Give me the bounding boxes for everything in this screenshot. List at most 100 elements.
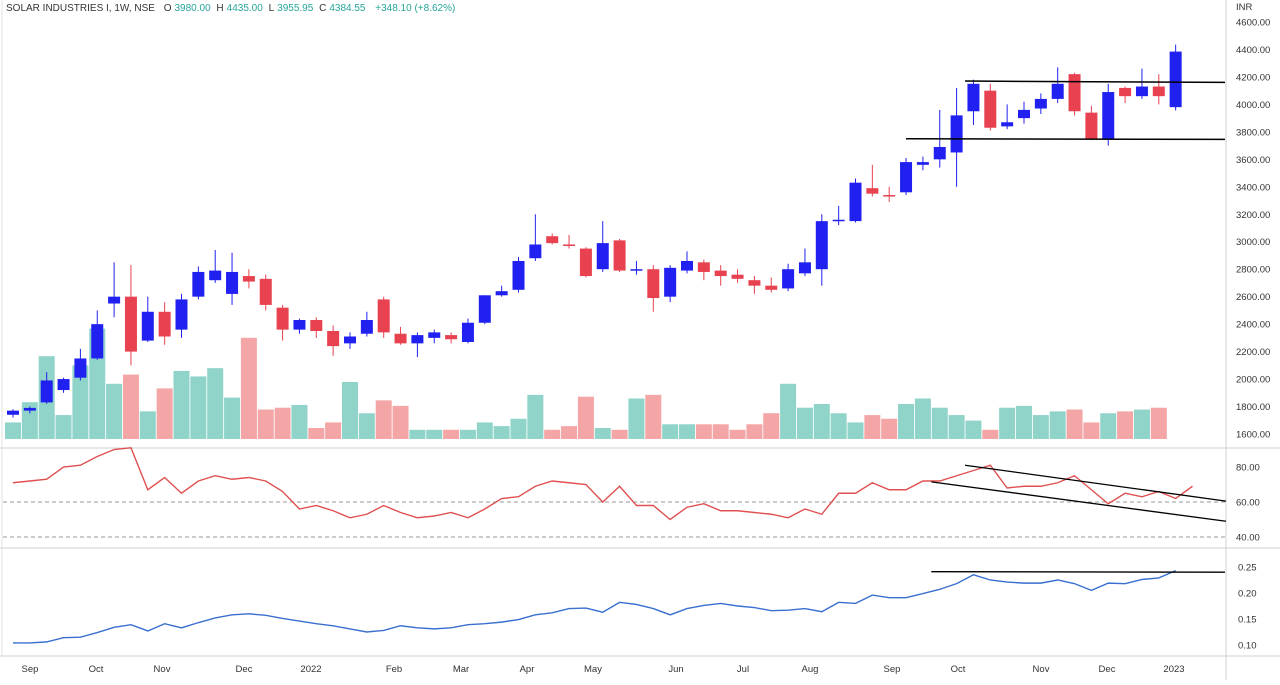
candle-body	[344, 336, 356, 344]
rsi-tick-label: 80.00	[1236, 463, 1260, 474]
candle-body	[883, 195, 896, 197]
volume-bar	[173, 370, 190, 439]
price-tick-label: 3400.00	[1236, 182, 1270, 193]
rsi-line	[12, 446, 1193, 521]
time-tick-label: Dec	[1099, 664, 1116, 675]
candle-body	[967, 83, 980, 112]
candle-body	[1034, 98, 1047, 109]
volume-bar	[746, 424, 763, 439]
time-tick-label: Oct	[89, 664, 104, 675]
volume-bar	[712, 424, 729, 439]
volume-bar	[729, 429, 746, 439]
price-tick-label: 4400.00	[1236, 45, 1270, 56]
candle-body	[866, 188, 879, 194]
candle-body	[714, 270, 727, 277]
volume-bar	[1100, 413, 1117, 439]
candle-body	[428, 332, 441, 338]
candle-body	[765, 285, 778, 290]
volume-bar	[459, 429, 476, 439]
candle-body	[1119, 87, 1132, 97]
time-tick-label: May	[584, 664, 602, 675]
candle-body	[23, 407, 36, 411]
volume-bar	[274, 407, 291, 439]
time-tick-label: Oct	[951, 664, 966, 675]
volume-bar	[830, 413, 847, 439]
candle-body	[360, 320, 373, 334]
open-value: 3980.00	[174, 3, 211, 14]
price-tick-label: 3600.00	[1236, 155, 1270, 166]
volume-bar	[594, 427, 611, 439]
candle-body	[124, 296, 137, 352]
candle-body	[546, 236, 559, 244]
volume-bar	[190, 376, 207, 439]
volume-bar	[611, 429, 628, 439]
volume-bar	[999, 407, 1016, 439]
volume-bar	[426, 429, 443, 439]
ohlc-header: SOLAR INDUSTRIES I, 1W, NSE O 3980.00 H 44…	[6, 3, 458, 14]
volume-bar	[763, 413, 780, 439]
candle-body	[681, 260, 693, 271]
candle-body	[461, 322, 474, 342]
candle-body	[1152, 86, 1165, 97]
low-value: 3955.95	[277, 3, 314, 14]
volume-bar	[1083, 422, 1100, 439]
candle-body	[748, 280, 761, 286]
time-tick-label: Feb	[386, 664, 402, 675]
candle-body	[57, 379, 70, 391]
candle-body	[192, 271, 205, 297]
time-tick-label: Nov	[1033, 664, 1050, 675]
volume-bar	[982, 429, 999, 439]
volume-bar	[695, 424, 712, 439]
volume-bar	[443, 429, 460, 439]
candle-body	[798, 262, 811, 274]
price-tick-label: 4600.00	[1236, 18, 1270, 29]
candle-body	[259, 278, 272, 305]
volume-bar	[561, 426, 578, 439]
candle-body	[276, 307, 289, 330]
candle-body	[40, 380, 53, 403]
volume-bar	[527, 394, 544, 439]
volume-bar	[1032, 415, 1049, 439]
ratio-tick-label: 0.20	[1238, 589, 1257, 600]
volume-bar	[325, 422, 342, 439]
volume-bar	[544, 429, 561, 439]
volume-bar	[965, 420, 982, 439]
candle-body	[1068, 74, 1081, 112]
candle-body	[1135, 86, 1148, 97]
time-tick-label: Aug	[802, 664, 819, 675]
volume-bar	[72, 365, 89, 439]
ratio-tick-label: 0.25	[1238, 563, 1257, 574]
time-tick-label: Apr	[520, 664, 535, 675]
candle-body	[293, 320, 306, 330]
candle-body	[209, 270, 222, 281]
candle-body	[394, 333, 407, 344]
volume-bar	[55, 415, 72, 439]
price-tick-label: 2200.00	[1236, 347, 1270, 358]
candle-body	[226, 271, 239, 294]
time-tick-label: Mar	[453, 664, 469, 675]
volume-bar	[847, 422, 864, 439]
price-tick-label: 2600.00	[1236, 292, 1270, 303]
candle-body	[950, 115, 963, 153]
low-label: L	[268, 3, 275, 14]
candle-body	[310, 320, 323, 331]
volume-bar	[409, 429, 426, 439]
volume-bar	[628, 398, 645, 439]
high-value: 4435.00	[226, 3, 263, 14]
volume-bar	[358, 413, 375, 439]
candle-body	[664, 267, 677, 297]
open-label: O	[163, 3, 172, 14]
price-tick-label: 1600.00	[1236, 430, 1270, 441]
candle-body	[445, 335, 458, 340]
time-tick-label: Jun	[668, 664, 683, 675]
volume-bar	[864, 415, 881, 439]
candle-body	[630, 269, 643, 271]
candle-body	[849, 182, 862, 222]
candle-body	[563, 244, 576, 246]
volume-bar	[881, 418, 898, 439]
volume-bar	[257, 409, 274, 439]
rsi-trendline-lower	[931, 481, 1227, 522]
volume-bar	[1016, 405, 1032, 439]
volume-bar	[308, 427, 325, 439]
